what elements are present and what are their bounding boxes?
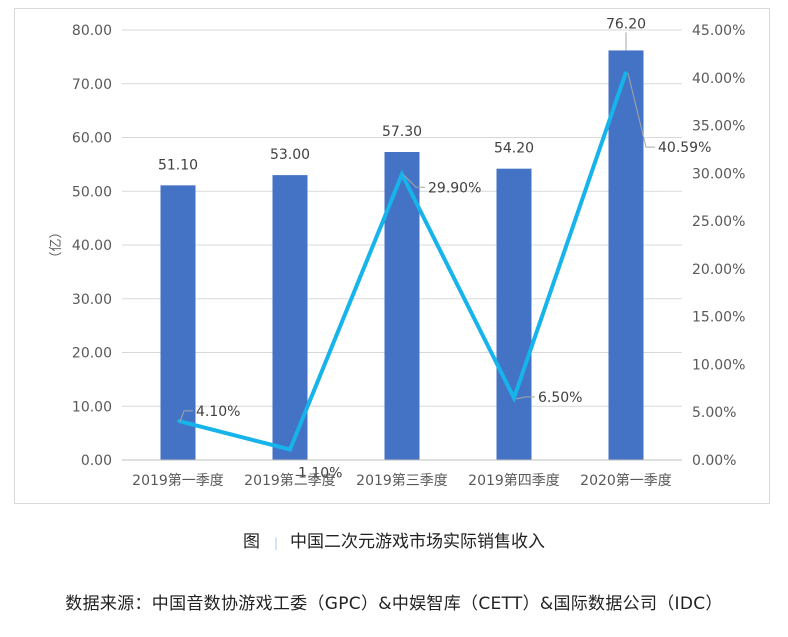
data-labels: 51.10 53.00 57.30 54.20 76.20 4.10% 1.10% 29.90… [158, 16, 711, 481]
bar [608, 50, 644, 461]
y2-tick-label: 15.00% [692, 310, 745, 326]
line-label-leader [515, 396, 535, 400]
y2-tick-label: 5.00% [692, 405, 736, 421]
y-tick-label: 80.00 [72, 23, 112, 39]
y2-tick-label: 30.00% [692, 166, 745, 182]
bar [272, 175, 308, 460]
y-tick-label: 20.00 [72, 346, 112, 362]
line-label-leader [627, 73, 655, 148]
line-point [625, 71, 627, 74]
x-tick-label: 2019第一季度 [132, 472, 224, 489]
figure-title: 中国二次元游戏市场实际销售收入 [290, 532, 546, 552]
bar-value-label: 54.20 [494, 141, 534, 157]
growth-line-series [177, 71, 628, 452]
line-value-label: 6.50% [538, 390, 582, 406]
line-point [401, 173, 403, 176]
figure-prefix: 图 [242, 532, 260, 552]
line-value-label: 4.10% [196, 404, 240, 420]
y-tick-label: 30.00 [72, 292, 112, 308]
bar-value-label: 76.20 [606, 16, 646, 32]
y-tick-label: 0.00 [81, 453, 112, 469]
y2-tick-label: 40.00% [692, 71, 745, 87]
x-tick-label: 2019第四季度 [468, 472, 560, 489]
y2-tick-label: 0.00% [692, 453, 736, 469]
y2-tick-label: 35.00% [692, 119, 745, 135]
y2-tick-label: 45.00% [692, 23, 745, 39]
y-axis-title: （亿） [49, 225, 64, 264]
y-tick-label: 10.00 [72, 399, 112, 415]
y-tick-label: 60.00 [72, 131, 112, 147]
bar-series [160, 50, 644, 461]
bar [496, 168, 532, 461]
line-point [289, 448, 291, 451]
x-tick-label: 2019第二季度 [244, 472, 336, 489]
line-value-label: 29.90% [428, 180, 481, 196]
y-tick-label: 50.00 [72, 184, 112, 200]
figure-caption: 图 | 中国二次元游戏市场实际销售收入 [0, 527, 788, 552]
y2-tick-label: 25.00% [692, 214, 745, 230]
line-point [513, 396, 515, 399]
x-tick-label: 2020第一季度 [580, 472, 672, 489]
axes: 0.00 10.00 20.00 30.00 40.00 50.00 60.00 70.00 8… [49, 23, 745, 489]
line-label-leader [179, 410, 193, 422]
bar-value-label: 57.30 [382, 124, 422, 140]
x-tick-label: 2019第三季度 [356, 472, 448, 489]
source-note: 数据来源：中国音数协游戏工委（GPC）&中娱智库（CETT）&国际数据公司（ID… [65, 594, 723, 614]
figure-separator: | [273, 536, 281, 550]
y-tick-label: 70.00 [72, 77, 112, 93]
line-point [177, 419, 179, 422]
bar [160, 185, 196, 460]
y-tick-label: 40.00 [72, 238, 112, 254]
line-value-label: 1.10% [298, 465, 342, 481]
y2-tick-label: 10.00% [692, 357, 745, 373]
bar-value-label: 53.00 [270, 147, 310, 163]
line-label-leader [403, 174, 425, 188]
chart-svg: 51.10 53.00 57.30 54.20 76.20 4.10% 1.10% 29.90… [49, 16, 745, 489]
bar-value-label: 51.10 [158, 157, 198, 173]
y2-tick-label: 20.00% [692, 262, 745, 278]
line-value-label: 40.59% [658, 140, 711, 156]
